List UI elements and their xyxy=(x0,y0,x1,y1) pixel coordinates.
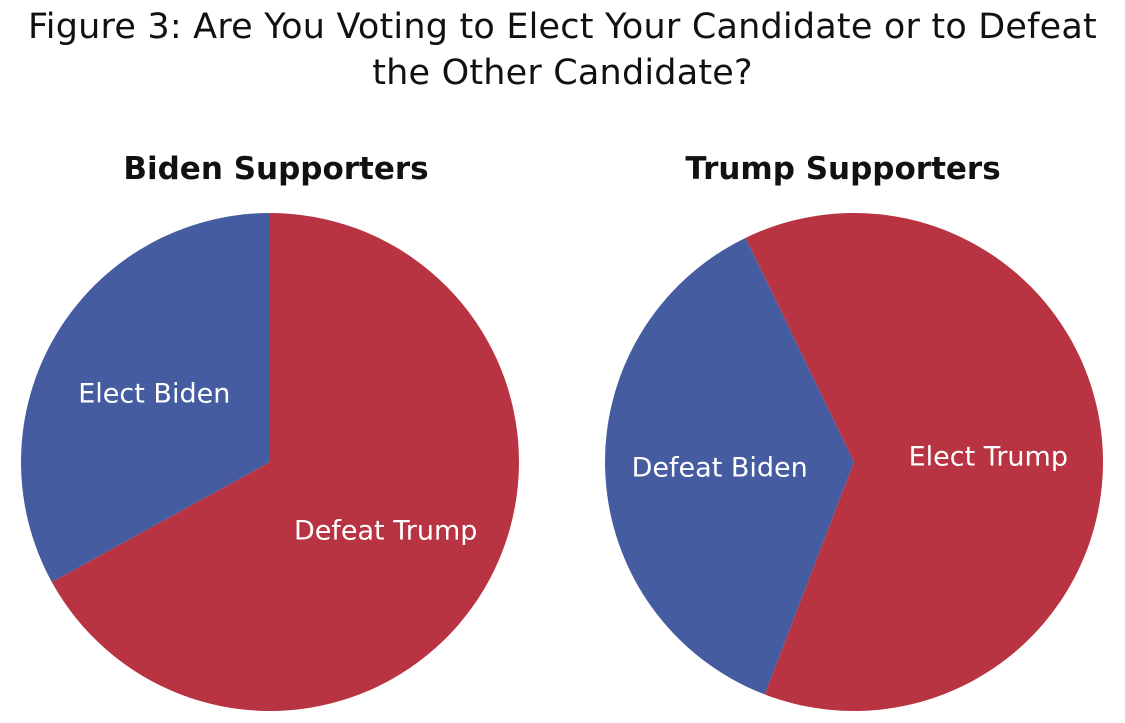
trump-supporters-slice-defeat-biden xyxy=(605,237,854,695)
biden-supporters-label-defeat-trump: Defeat Trump xyxy=(294,515,477,546)
biden-supporters-pie: Biden Supporters Defeat Trump Elect Biden xyxy=(20,151,519,712)
trump-supporters-pie: Trump Supporters Defeat Biden Elect Trump xyxy=(605,151,1104,711)
trump-supporters-slice-elect-trump xyxy=(745,212,1104,711)
trump-supporters-title: Trump Supporters xyxy=(685,151,1000,187)
biden-supporters-slice-elect-biden xyxy=(20,213,271,582)
figure-title: Figure 3: Are You Voting to Elect Your C… xyxy=(28,7,1097,93)
trump-supporters-label-defeat-biden: Defeat Biden xyxy=(632,453,808,484)
biden-supporters-title: Biden Supporters xyxy=(123,151,428,187)
biden-supporters-slice-defeat-trump xyxy=(51,213,519,712)
biden-supporters-label-elect-biden: Elect Biden xyxy=(78,379,230,410)
trump-supporters-label-elect-trump: Elect Trump xyxy=(909,441,1068,472)
